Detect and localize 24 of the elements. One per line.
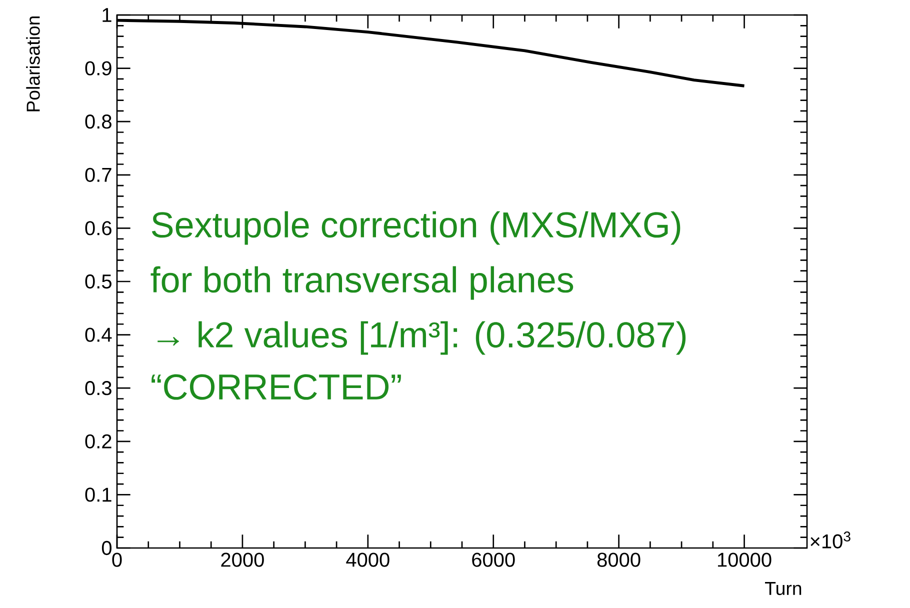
y-tick-label: 0.5 [85,274,112,289]
x-tick-label: 8000 [597,552,640,567]
annotation: for both transversal planes [150,266,574,300]
y-tick-label: 0.9 [85,61,112,76]
y-axis-title: Polarisation [26,16,40,112]
y-tick-label: 0.2 [85,434,112,448]
x-tick-label: 2000 [221,552,264,567]
x-tick-label: 6000 [472,552,515,567]
x-tick-label: 10000 [718,552,772,567]
annotation: “CORRECTED” [152,374,401,400]
y-tick-label: 0.7 [85,168,112,182]
y-tick-label: 0.8 [85,114,112,129]
y-tick-label: 0.3 [85,381,112,396]
y-tick-label: 1 [102,8,112,22]
y-tick-label: 0 [102,540,112,556]
x-tick-label: 4000 [346,552,390,567]
annotation: → k2 values [1/m³]: (0.325/0.087) [158,321,686,355]
x-axis-title: Turn [765,582,802,596]
text: ×10$^{3}$ [810,532,850,548]
annotation: Sextupole correction (MXS/MXG) [152,211,680,245]
x-tick-label: 0 [112,552,122,567]
y-tick-label: 0.1 [85,488,112,502]
y-tick-label: 0.6 [85,221,112,236]
y-tick-label: 0.4 [85,328,112,342]
